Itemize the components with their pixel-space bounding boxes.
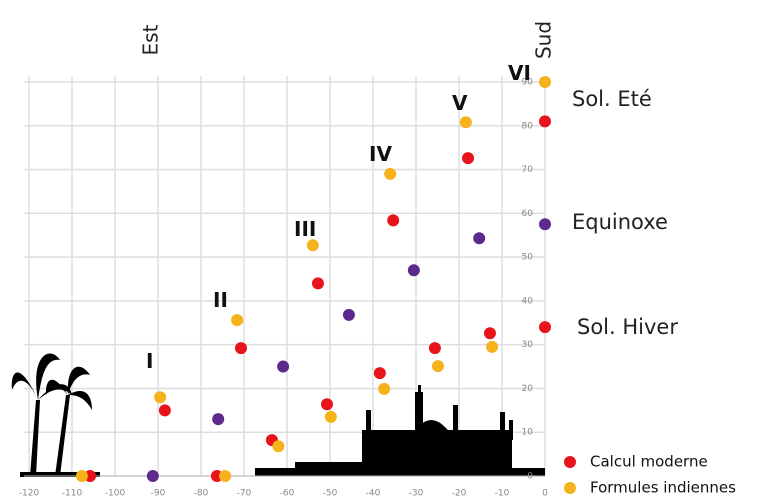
y-tick-label: 30 [522,340,534,350]
point [147,470,159,482]
point [462,152,474,164]
point [374,367,386,379]
point [272,440,284,452]
x-tick-label: 0 [542,489,548,498]
point [325,411,337,423]
x-tick-label: -100 [105,489,126,498]
point [539,321,551,333]
x-tick-label: -10 [495,489,510,498]
side-label: Equinoxe [572,210,668,234]
grid [24,76,545,476]
point [307,239,319,251]
point [235,342,247,354]
point [473,232,485,244]
point [378,383,390,395]
x-tick-label: -20 [452,489,467,498]
point [219,470,231,482]
point [76,470,88,482]
y-tick-label: 80 [522,121,534,131]
annotation: V [452,91,468,115]
point [154,391,166,403]
side-label: Sol. Eté [572,87,652,111]
chart: Calcul moderne Formules indiennes 0 10 20 30… [0,0,771,498]
palm-trees [12,353,100,477]
annotation: III [294,217,316,241]
point [484,327,496,339]
point [231,314,243,326]
x-tick-label: -90 [151,489,166,498]
point [212,413,224,425]
point [408,264,420,276]
y-tick-label: 60 [522,209,534,219]
point [321,398,333,410]
x-tick-label: -110 [62,489,83,498]
annotation: IV [369,142,392,166]
point [343,309,355,321]
legend-marker [564,456,576,468]
x-tick-label: -80 [194,489,209,498]
x-tick-label: -30 [409,489,424,498]
y-tick-label: 40 [522,296,534,306]
annotation: I [146,349,153,373]
point [384,168,396,180]
point [486,341,498,353]
x-tick-label: -70 [237,489,252,498]
top-label: Sud [532,21,556,59]
y-tick-label: 20 [522,384,534,394]
x-tick-label: -40 [366,489,381,498]
legend-label: Formules indiennes [590,479,736,497]
point [539,218,551,230]
legend: Calcul moderne Formules indiennes [564,453,736,497]
point [312,277,324,289]
legend-marker [564,482,576,494]
annotation: VI [508,61,531,85]
x-tick-label: -60 [280,489,295,498]
legend-label: Calcul moderne [590,453,708,471]
x-tick-label: -120 [19,489,40,498]
point [539,76,551,88]
point [429,342,441,354]
point [387,214,399,226]
point [159,404,171,416]
point [539,115,551,127]
top-label: Est [139,24,163,55]
point [432,360,444,372]
y-tick-label: 50 [522,253,534,263]
y-tick-label: 70 [522,165,534,175]
side-label: Sol. Hiver [577,315,678,339]
point [460,116,472,128]
point [277,361,289,373]
annotation: II [213,288,228,312]
x-tick-label: -50 [323,489,338,498]
y-tick-label: 10 [522,428,534,438]
